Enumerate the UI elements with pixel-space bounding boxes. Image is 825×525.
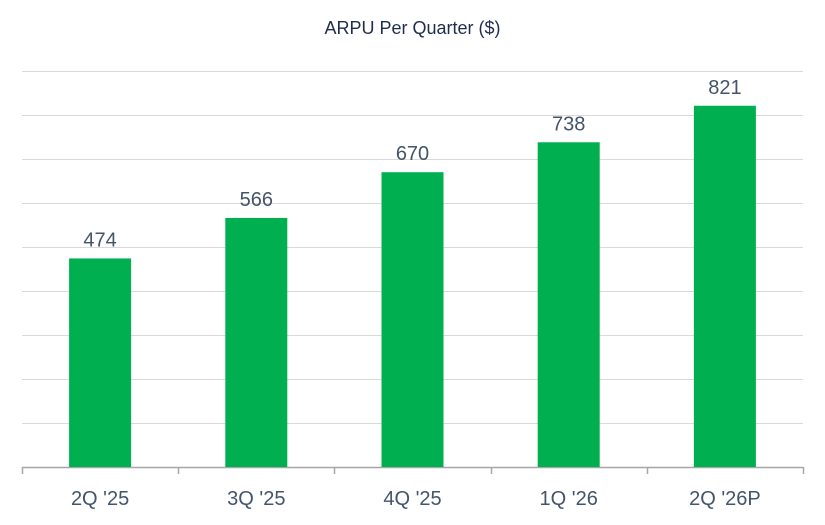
- data-label: 738: [552, 113, 585, 135]
- data-label: 670: [396, 143, 429, 165]
- x-tick-label: 4Q '25: [383, 488, 441, 510]
- data-label: 474: [83, 229, 116, 251]
- bar: [69, 258, 132, 467]
- bar: [693, 105, 756, 467]
- x-tick-label: 3Q '25: [227, 488, 285, 510]
- bar: [225, 217, 288, 467]
- x-tick-label: 2Q '25: [71, 488, 129, 510]
- bar: [381, 172, 444, 467]
- chart-title: ARPU Per Quarter ($): [324, 18, 501, 38]
- x-tick-label: 2Q '26P: [689, 488, 761, 510]
- data-label: 821: [708, 77, 741, 99]
- data-label: 566: [240, 189, 273, 211]
- x-tick-label: 1Q '26: [540, 488, 598, 510]
- bar: [537, 142, 600, 467]
